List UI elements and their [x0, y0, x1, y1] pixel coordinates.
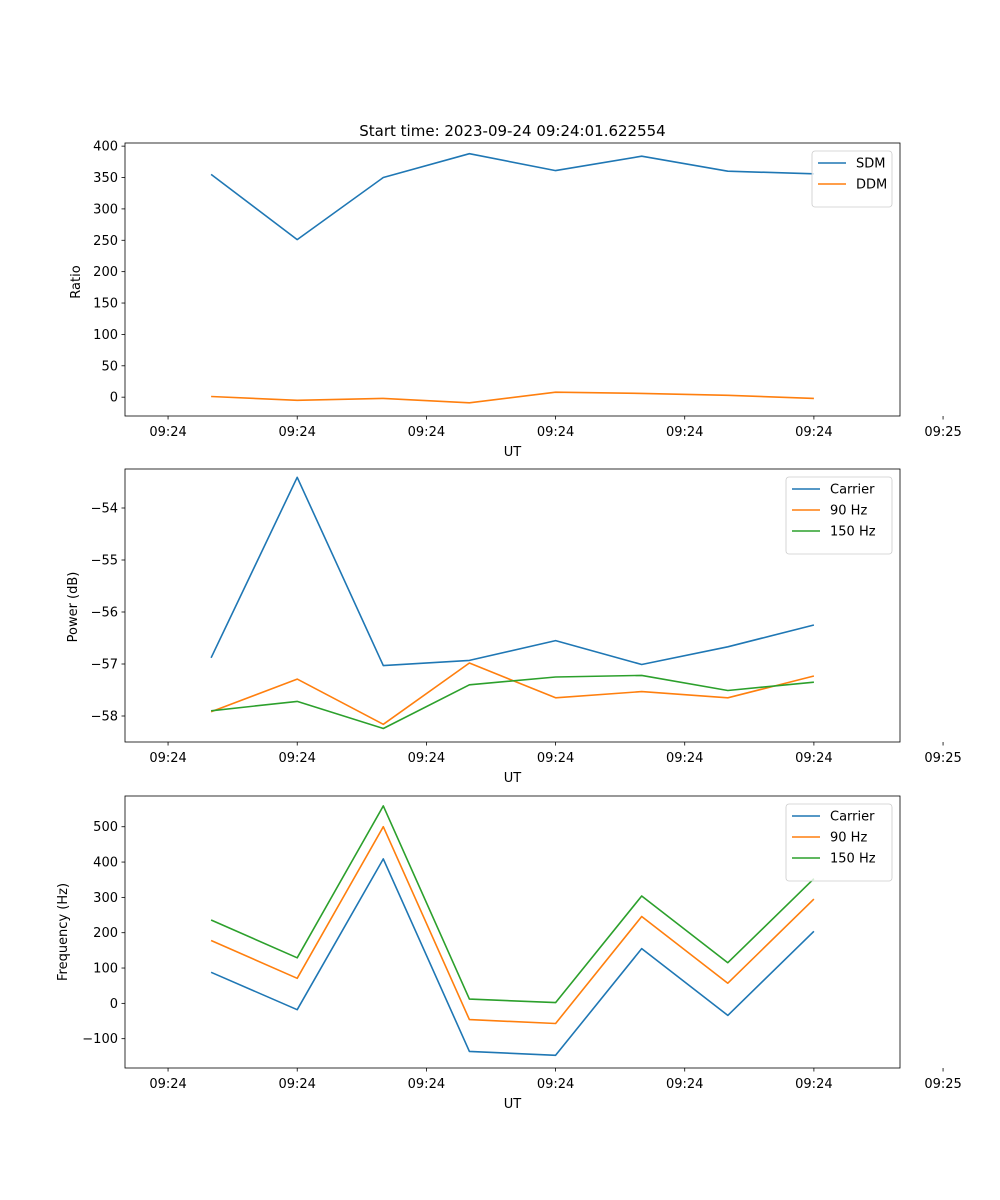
x-tick-label: 09:24 [278, 425, 315, 440]
x-tick-label: 09:24 [666, 751, 703, 766]
y-tick-label: 200 [93, 926, 118, 941]
x-axis-label: UT [504, 771, 522, 786]
y-tick-label: 100 [93, 328, 118, 343]
x-tick-label: 09:24 [795, 425, 832, 440]
y-tick-label: 0 [110, 997, 118, 1012]
subplot-frequency: UT Frequency (Hz) −100 0 100 200 300 400 500 09… [56, 795, 962, 1112]
x-tick-label: 09:25 [924, 425, 961, 440]
legend-label: 90 Hz [830, 504, 867, 519]
series-line-carrier [210, 858, 815, 1057]
x-tick-label: 09:24 [537, 751, 574, 766]
series-line-carrier [210, 476, 815, 667]
x-tick-label: 09:25 [924, 751, 961, 766]
subplot-power: UT Power (dB) −58 −57 −56 −55 −54 09:24 09:24 0… [66, 468, 962, 786]
y-tick-label: 300 [93, 891, 118, 906]
x-tick-label: 09:24 [278, 751, 315, 766]
x-tick-label: 09:24 [795, 751, 832, 766]
y-axis-label: Ratio [69, 265, 84, 298]
legend-label: 90 Hz [830, 831, 867, 846]
y-tick-label: −57 [91, 658, 118, 673]
y-tick-label: −58 [91, 710, 118, 725]
series-line-150-hz [211, 674, 814, 730]
legend-label: 150 Hz [830, 852, 876, 867]
y-tick-label: 500 [93, 820, 118, 835]
legend-label: Carrier [830, 810, 875, 825]
legend: SDM DDM [811, 150, 893, 208]
legend: Carrier 90 Hz 150 Hz [785, 803, 893, 882]
legend-label: SDM [856, 157, 885, 172]
x-axis-label: UT [504, 445, 522, 460]
x-tick-label: 09:24 [408, 1077, 445, 1092]
x-tick-label: 09:24 [795, 1077, 832, 1092]
x-tick-label: 09:24 [537, 1077, 574, 1092]
x-tick-label: 09:24 [278, 1077, 315, 1092]
series-line-sdm [210, 152, 814, 241]
legend: Carrier 90 Hz 150 Hz [785, 476, 893, 555]
legend-box [785, 803, 893, 882]
x-tick-label: 09:24 [666, 425, 703, 440]
axes-frame [124, 468, 901, 743]
series-line-90-hz [210, 662, 815, 726]
x-tick-label: 09:24 [149, 425, 186, 440]
axes-frame [124, 142, 901, 417]
y-axis-label: Frequency (Hz) [56, 883, 71, 981]
y-tick-label: 350 [93, 171, 118, 186]
x-tick-label: 09:24 [408, 751, 445, 766]
legend-label: DDM [856, 178, 887, 193]
y-tick-label: 50 [101, 359, 118, 374]
legend-label: Carrier [830, 483, 875, 498]
legend-label: 150 Hz [830, 525, 876, 540]
x-tick-label: 09:24 [537, 425, 574, 440]
y-axis-label: Power (dB) [66, 572, 81, 643]
y-tick-label: 250 [93, 234, 118, 249]
subplot-ratio: UT Ratio 0 50 100 150 200 250 300 350 400 09:24 09… [69, 140, 962, 460]
y-tick-label: 0 [110, 391, 118, 406]
legend-box [785, 476, 893, 555]
x-tick-label: 09:25 [924, 1077, 961, 1092]
series-line-150-hz [210, 805, 815, 1004]
series-line-ddm [211, 391, 814, 404]
y-tick-label: −55 [91, 554, 118, 569]
chart-title: Start time: 2023-09-24 09:24:01.622554 [359, 122, 665, 140]
x-tick-label: 09:24 [666, 1077, 703, 1092]
y-tick-label: −56 [91, 606, 118, 621]
y-tick-label: 100 [93, 962, 118, 977]
series-line-90-hz [210, 825, 815, 1025]
y-tick-label: −54 [91, 502, 118, 517]
y-tick-label: 150 [93, 297, 118, 312]
x-axis-label: UT [504, 1097, 522, 1112]
y-tick-label: 300 [93, 202, 118, 217]
axes-frame [124, 795, 901, 1069]
y-tick-label: 200 [93, 265, 118, 280]
x-tick-label: 09:24 [408, 425, 445, 440]
y-tick-label: −100 [82, 1032, 118, 1047]
legend-box [811, 150, 893, 208]
x-tick-label: 09:24 [149, 751, 186, 766]
y-tick-label: 400 [93, 140, 118, 155]
y-tick-label: 400 [93, 856, 118, 871]
x-tick-label: 09:24 [149, 1077, 186, 1092]
